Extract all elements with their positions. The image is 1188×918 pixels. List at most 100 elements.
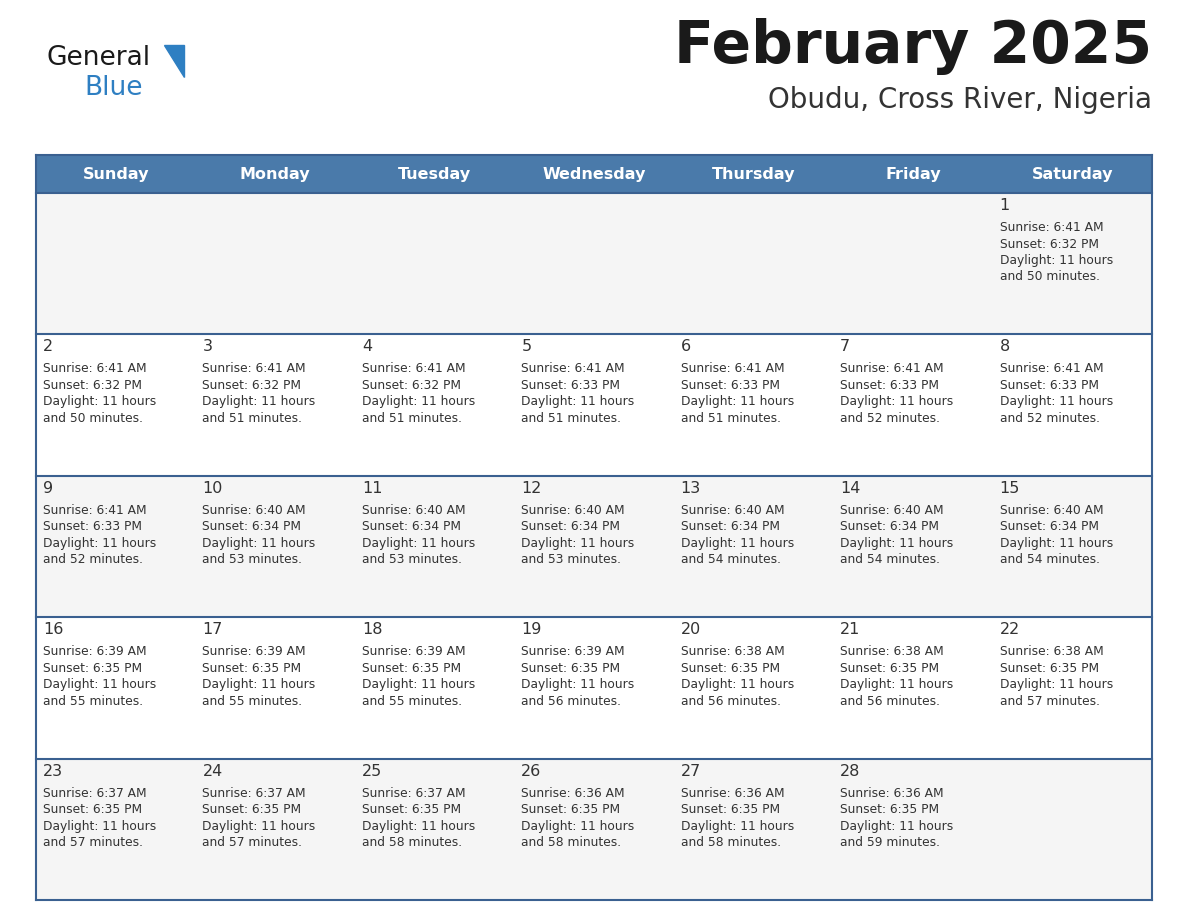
Text: and 56 minutes.: and 56 minutes. (681, 695, 781, 708)
Text: 10: 10 (202, 481, 223, 496)
Bar (833, 758, 992, 900)
Text: Daylight: 11 hours: Daylight: 11 hours (43, 820, 157, 833)
Text: Sunset: 6:35 PM: Sunset: 6:35 PM (999, 662, 1099, 675)
Text: Sunrise: 6:36 AM: Sunrise: 6:36 AM (681, 787, 784, 800)
Text: Sunrise: 6:36 AM: Sunrise: 6:36 AM (522, 787, 625, 800)
Text: Sunday: Sunday (82, 166, 148, 182)
Text: and 51 minutes.: and 51 minutes. (362, 412, 462, 425)
Text: Daylight: 11 hours: Daylight: 11 hours (202, 396, 316, 409)
Text: and 56 minutes.: and 56 minutes. (522, 695, 621, 708)
Bar (196, 476, 355, 617)
Text: Sunrise: 6:41 AM: Sunrise: 6:41 AM (999, 221, 1104, 234)
Text: Sunset: 6:35 PM: Sunset: 6:35 PM (522, 803, 620, 816)
Text: Sunrise: 6:39 AM: Sunrise: 6:39 AM (202, 645, 307, 658)
Text: and 52 minutes.: and 52 minutes. (999, 412, 1100, 425)
Text: Sunrise: 6:39 AM: Sunrise: 6:39 AM (362, 645, 466, 658)
Bar (36, 476, 196, 617)
Text: 23: 23 (43, 764, 63, 778)
Text: 24: 24 (202, 764, 222, 778)
Text: Sunrise: 6:37 AM: Sunrise: 6:37 AM (202, 787, 307, 800)
Text: General: General (46, 45, 150, 71)
Text: and 58 minutes.: and 58 minutes. (681, 836, 781, 849)
Text: Daylight: 11 hours: Daylight: 11 hours (681, 537, 794, 550)
Bar (992, 193, 1152, 334)
Text: Sunrise: 6:40 AM: Sunrise: 6:40 AM (522, 504, 625, 517)
Text: Daylight: 11 hours: Daylight: 11 hours (362, 678, 475, 691)
Text: and 53 minutes.: and 53 minutes. (362, 554, 462, 566)
Text: Wednesday: Wednesday (542, 166, 646, 182)
Text: Daylight: 11 hours: Daylight: 11 hours (681, 820, 794, 833)
Text: Sunrise: 6:41 AM: Sunrise: 6:41 AM (522, 363, 625, 375)
Bar (196, 617, 355, 758)
Text: Sunset: 6:32 PM: Sunset: 6:32 PM (202, 379, 302, 392)
Bar (196, 193, 355, 334)
Text: Friday: Friday (885, 166, 941, 182)
Text: and 52 minutes.: and 52 minutes. (43, 554, 143, 566)
Text: and 55 minutes.: and 55 minutes. (362, 695, 462, 708)
Text: Sunset: 6:35 PM: Sunset: 6:35 PM (362, 662, 461, 675)
Text: Sunrise: 6:39 AM: Sunrise: 6:39 AM (43, 645, 146, 658)
Text: and 55 minutes.: and 55 minutes. (202, 695, 303, 708)
Text: Sunrise: 6:37 AM: Sunrise: 6:37 AM (43, 787, 146, 800)
Text: Sunset: 6:34 PM: Sunset: 6:34 PM (999, 521, 1099, 533)
Text: Sunset: 6:35 PM: Sunset: 6:35 PM (840, 662, 940, 675)
Text: Sunrise: 6:41 AM: Sunrise: 6:41 AM (840, 363, 943, 375)
Text: Sunrise: 6:41 AM: Sunrise: 6:41 AM (681, 363, 784, 375)
Text: 26: 26 (522, 764, 542, 778)
Text: 27: 27 (681, 764, 701, 778)
Bar (833, 476, 992, 617)
Text: and 54 minutes.: and 54 minutes. (840, 554, 940, 566)
Text: 21: 21 (840, 622, 860, 637)
Bar (36, 617, 196, 758)
Text: Daylight: 11 hours: Daylight: 11 hours (522, 678, 634, 691)
Text: Sunset: 6:34 PM: Sunset: 6:34 PM (202, 521, 302, 533)
Text: Saturday: Saturday (1031, 166, 1113, 182)
Bar (196, 758, 355, 900)
Text: Sunset: 6:35 PM: Sunset: 6:35 PM (522, 662, 620, 675)
Bar (674, 617, 833, 758)
Text: Sunset: 6:32 PM: Sunset: 6:32 PM (43, 379, 143, 392)
Text: 7: 7 (840, 340, 851, 354)
Text: 18: 18 (362, 622, 383, 637)
Text: and 57 minutes.: and 57 minutes. (202, 836, 303, 849)
Text: 5: 5 (522, 340, 531, 354)
Bar (992, 476, 1152, 617)
Text: Sunset: 6:35 PM: Sunset: 6:35 PM (681, 662, 779, 675)
Text: Sunrise: 6:37 AM: Sunrise: 6:37 AM (362, 787, 466, 800)
Text: 28: 28 (840, 764, 860, 778)
Bar (514, 758, 674, 900)
Bar (514, 334, 674, 476)
Text: 15: 15 (999, 481, 1020, 496)
Text: Sunset: 6:32 PM: Sunset: 6:32 PM (999, 238, 1099, 251)
Text: and 58 minutes.: and 58 minutes. (522, 836, 621, 849)
Text: and 51 minutes.: and 51 minutes. (202, 412, 303, 425)
Text: 14: 14 (840, 481, 860, 496)
Bar (674, 758, 833, 900)
Text: Sunrise: 6:40 AM: Sunrise: 6:40 AM (202, 504, 307, 517)
Text: and 58 minutes.: and 58 minutes. (362, 836, 462, 849)
Bar (36, 334, 196, 476)
Text: 2: 2 (43, 340, 53, 354)
Text: Sunrise: 6:36 AM: Sunrise: 6:36 AM (840, 787, 943, 800)
Text: Thursday: Thursday (712, 166, 795, 182)
Text: Daylight: 11 hours: Daylight: 11 hours (43, 537, 157, 550)
Text: 22: 22 (999, 622, 1019, 637)
Text: Sunset: 6:33 PM: Sunset: 6:33 PM (999, 379, 1099, 392)
Text: Daylight: 11 hours: Daylight: 11 hours (840, 537, 954, 550)
Text: and 55 minutes.: and 55 minutes. (43, 695, 143, 708)
Text: Tuesday: Tuesday (398, 166, 472, 182)
Bar (674, 193, 833, 334)
Text: February 2025: February 2025 (674, 18, 1152, 75)
Text: and 54 minutes.: and 54 minutes. (999, 554, 1100, 566)
Bar (196, 334, 355, 476)
Bar (674, 334, 833, 476)
Text: Sunrise: 6:41 AM: Sunrise: 6:41 AM (362, 363, 466, 375)
Text: Sunrise: 6:40 AM: Sunrise: 6:40 AM (840, 504, 943, 517)
Bar (833, 334, 992, 476)
Text: Sunrise: 6:40 AM: Sunrise: 6:40 AM (681, 504, 784, 517)
Text: Sunrise: 6:38 AM: Sunrise: 6:38 AM (999, 645, 1104, 658)
Text: and 54 minutes.: and 54 minutes. (681, 554, 781, 566)
Bar (992, 617, 1152, 758)
Text: Sunset: 6:35 PM: Sunset: 6:35 PM (681, 803, 779, 816)
Bar (355, 617, 514, 758)
